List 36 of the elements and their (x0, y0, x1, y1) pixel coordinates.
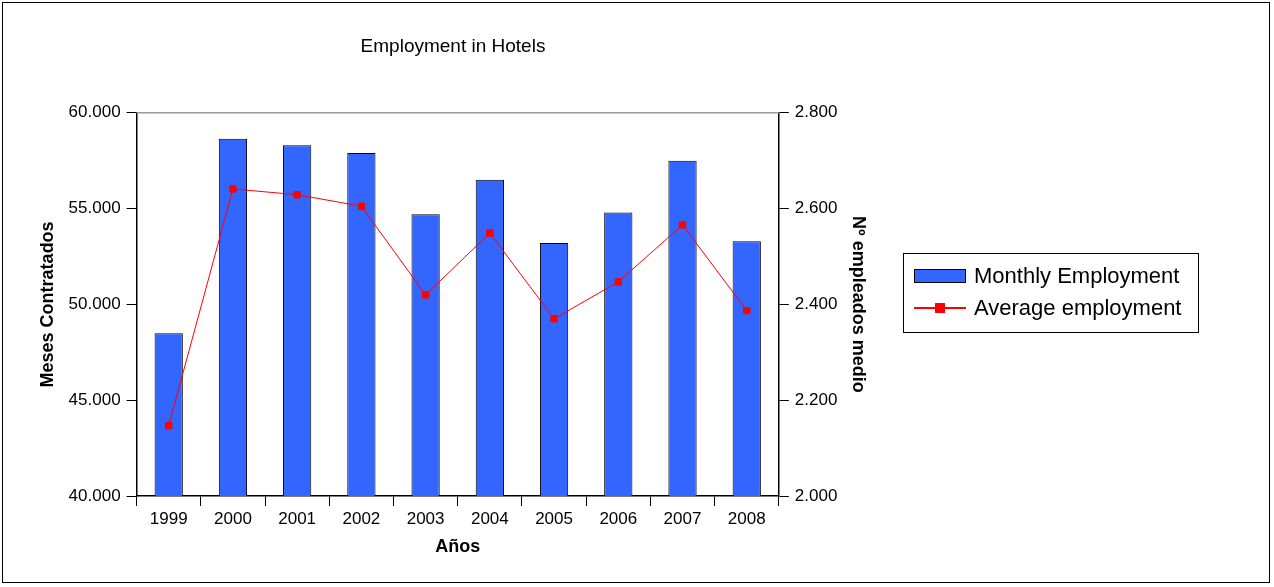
y-tick-label: 40.000 (68, 485, 121, 505)
point (614, 278, 622, 286)
point (550, 315, 558, 323)
legend-label: Average employment (974, 295, 1182, 321)
y2-tick-label: 2.000 (794, 485, 838, 505)
x-tick-label: 2005 (535, 508, 573, 528)
y-tick-label: 45.000 (68, 389, 121, 409)
x-tick-label: 2007 (663, 508, 702, 528)
x-tick-label: 2003 (406, 508, 445, 528)
point (165, 421, 173, 430)
y2-tick-label: 2.400 (794, 294, 838, 314)
point (743, 306, 751, 315)
legend-label: Monthly Employment (974, 263, 1180, 289)
point (357, 202, 366, 210)
x-tick-label: 1999 (149, 508, 188, 528)
point (229, 185, 237, 193)
x-tick-label: 2006 (599, 508, 638, 528)
y2-axis-title: Nº empleados medio (849, 216, 870, 393)
y2-tick-label: 2.200 (794, 389, 838, 409)
x-tick-label: 2001 (278, 508, 317, 528)
point (293, 191, 301, 199)
point (678, 221, 687, 229)
point (486, 229, 494, 237)
x-axis-title: Años (435, 536, 481, 557)
y2-tick-label: 2.600 (794, 198, 838, 218)
x-tick-label: 2000 (214, 508, 252, 528)
y-axis-title: Meses Contratados (36, 221, 57, 388)
y-tick-label: 50.000 (68, 294, 121, 314)
y-tick-label: 60.000 (68, 102, 121, 122)
y2-tick-label: 2.800 (794, 102, 838, 122)
chart-title: Employment in Hotels (360, 34, 546, 56)
point (421, 291, 430, 299)
x-tick-label: 2002 (342, 508, 381, 528)
y-tick-label: 55.000 (68, 198, 121, 218)
x-tick-label: 2004 (470, 508, 509, 528)
x-tick-label: 2008 (727, 508, 766, 528)
